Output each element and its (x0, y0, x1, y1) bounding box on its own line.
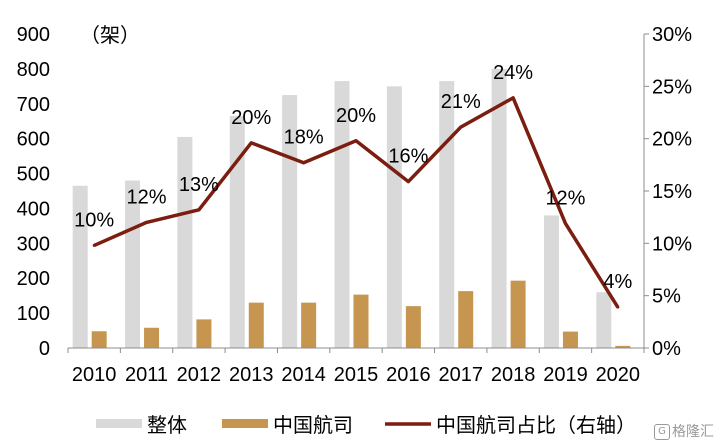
left-tick-label: 900 (17, 24, 50, 46)
right-tick-label: 10% (652, 233, 692, 255)
bar-total-2011 (125, 180, 141, 348)
share-point-2010 (92, 243, 96, 247)
left-tick-label: 300 (17, 233, 50, 255)
left-tick-label: 100 (17, 303, 50, 325)
left-tick-label: 400 (17, 198, 50, 220)
share-point-2011 (145, 220, 149, 224)
x-tick-label: 2011 (125, 364, 168, 386)
x-tick-label: 2013 (229, 364, 274, 386)
bar-total-2010 (72, 185, 88, 348)
share-data-label: 20% (231, 107, 271, 129)
right-tick-label: 15% (652, 181, 692, 203)
right-tick-label: 5% (652, 286, 681, 308)
share-point-2020 (616, 305, 620, 309)
share-data-label: 21% (441, 91, 481, 113)
x-tick-label: 2020 (596, 364, 641, 386)
share-data-label: 18% (284, 127, 324, 149)
bar-total-2018 (491, 68, 507, 348)
legend-label-total: 整体 (147, 414, 187, 437)
share-point-2016 (406, 180, 410, 184)
left-tick-label: 0 (39, 338, 50, 360)
share-data-label: 13% (179, 174, 219, 196)
bar-china-2011 (144, 327, 160, 348)
x-tick-label: 2018 (491, 364, 536, 386)
legend-swatch-china (222, 419, 268, 428)
share-data-label: 4% (603, 271, 632, 293)
share-data-label: 10% (74, 209, 114, 231)
left-tick-label: 500 (17, 164, 50, 186)
x-tick-label: 2010 (72, 364, 117, 386)
x-tick-label: 2014 (281, 364, 326, 386)
share-line (93, 96, 620, 309)
legend-label-china: 中国航司 (273, 414, 353, 437)
unit-label: （架） (80, 24, 140, 47)
share-point-2014 (302, 161, 306, 165)
bar-china-2014 (301, 302, 317, 348)
left-tick-label: 800 (17, 59, 50, 81)
bar-china-2015 (353, 294, 369, 348)
watermark-icon: G (654, 424, 670, 440)
legend-label-share: 中国航司占比（右轴） (436, 414, 636, 437)
x-tick-label: 2012 (177, 364, 222, 386)
bar-total-2019 (543, 215, 559, 348)
bar-total-2016 (386, 86, 402, 348)
bar-total-2012 (177, 136, 193, 348)
right-tick-label: 25% (652, 76, 692, 98)
bar-total-2020 (596, 292, 612, 348)
x-tick-label: 2017 (438, 364, 483, 386)
bar-total-2017 (439, 81, 455, 348)
left-tick-label: 700 (17, 94, 50, 116)
bar-china-2019 (562, 331, 578, 348)
share-point-2015 (354, 139, 358, 143)
bar-china-2018 (510, 280, 526, 348)
share-data-label: 12% (127, 186, 167, 208)
bar-china-2017 (458, 291, 474, 348)
x-tick-label: 2015 (334, 364, 379, 386)
right-tick-label: 0% (652, 338, 681, 360)
share-data-label: 16% (388, 146, 428, 168)
watermark-text: 格隆汇 (672, 424, 714, 440)
right-tick-label: 20% (652, 129, 692, 151)
share-data-label: 24% (493, 62, 533, 84)
bar-china-2020 (615, 345, 631, 348)
share-point-2012 (197, 208, 201, 212)
legend-swatch-total (96, 419, 142, 428)
share-point-2019 (563, 221, 567, 225)
share-data-label: 20% (336, 105, 376, 127)
bar-china-2012 (196, 319, 212, 348)
left-tick-label: 200 (17, 268, 50, 290)
share-point-2017 (459, 125, 463, 129)
x-tick-label: 2019 (543, 364, 588, 386)
left-tick-label: 600 (17, 129, 50, 151)
share-point-2018 (511, 96, 515, 100)
x-tick-label: 2016 (386, 364, 431, 386)
bar-total-2013 (229, 115, 245, 348)
share-data-label: 12% (545, 187, 585, 209)
bar-china-2010 (91, 331, 107, 348)
right-tick-label: 30% (652, 24, 692, 46)
bar-china-2016 (405, 306, 421, 348)
share-point-2013 (249, 141, 253, 145)
bar-china-2013 (248, 302, 264, 348)
watermark: G 格隆汇 (654, 421, 714, 441)
